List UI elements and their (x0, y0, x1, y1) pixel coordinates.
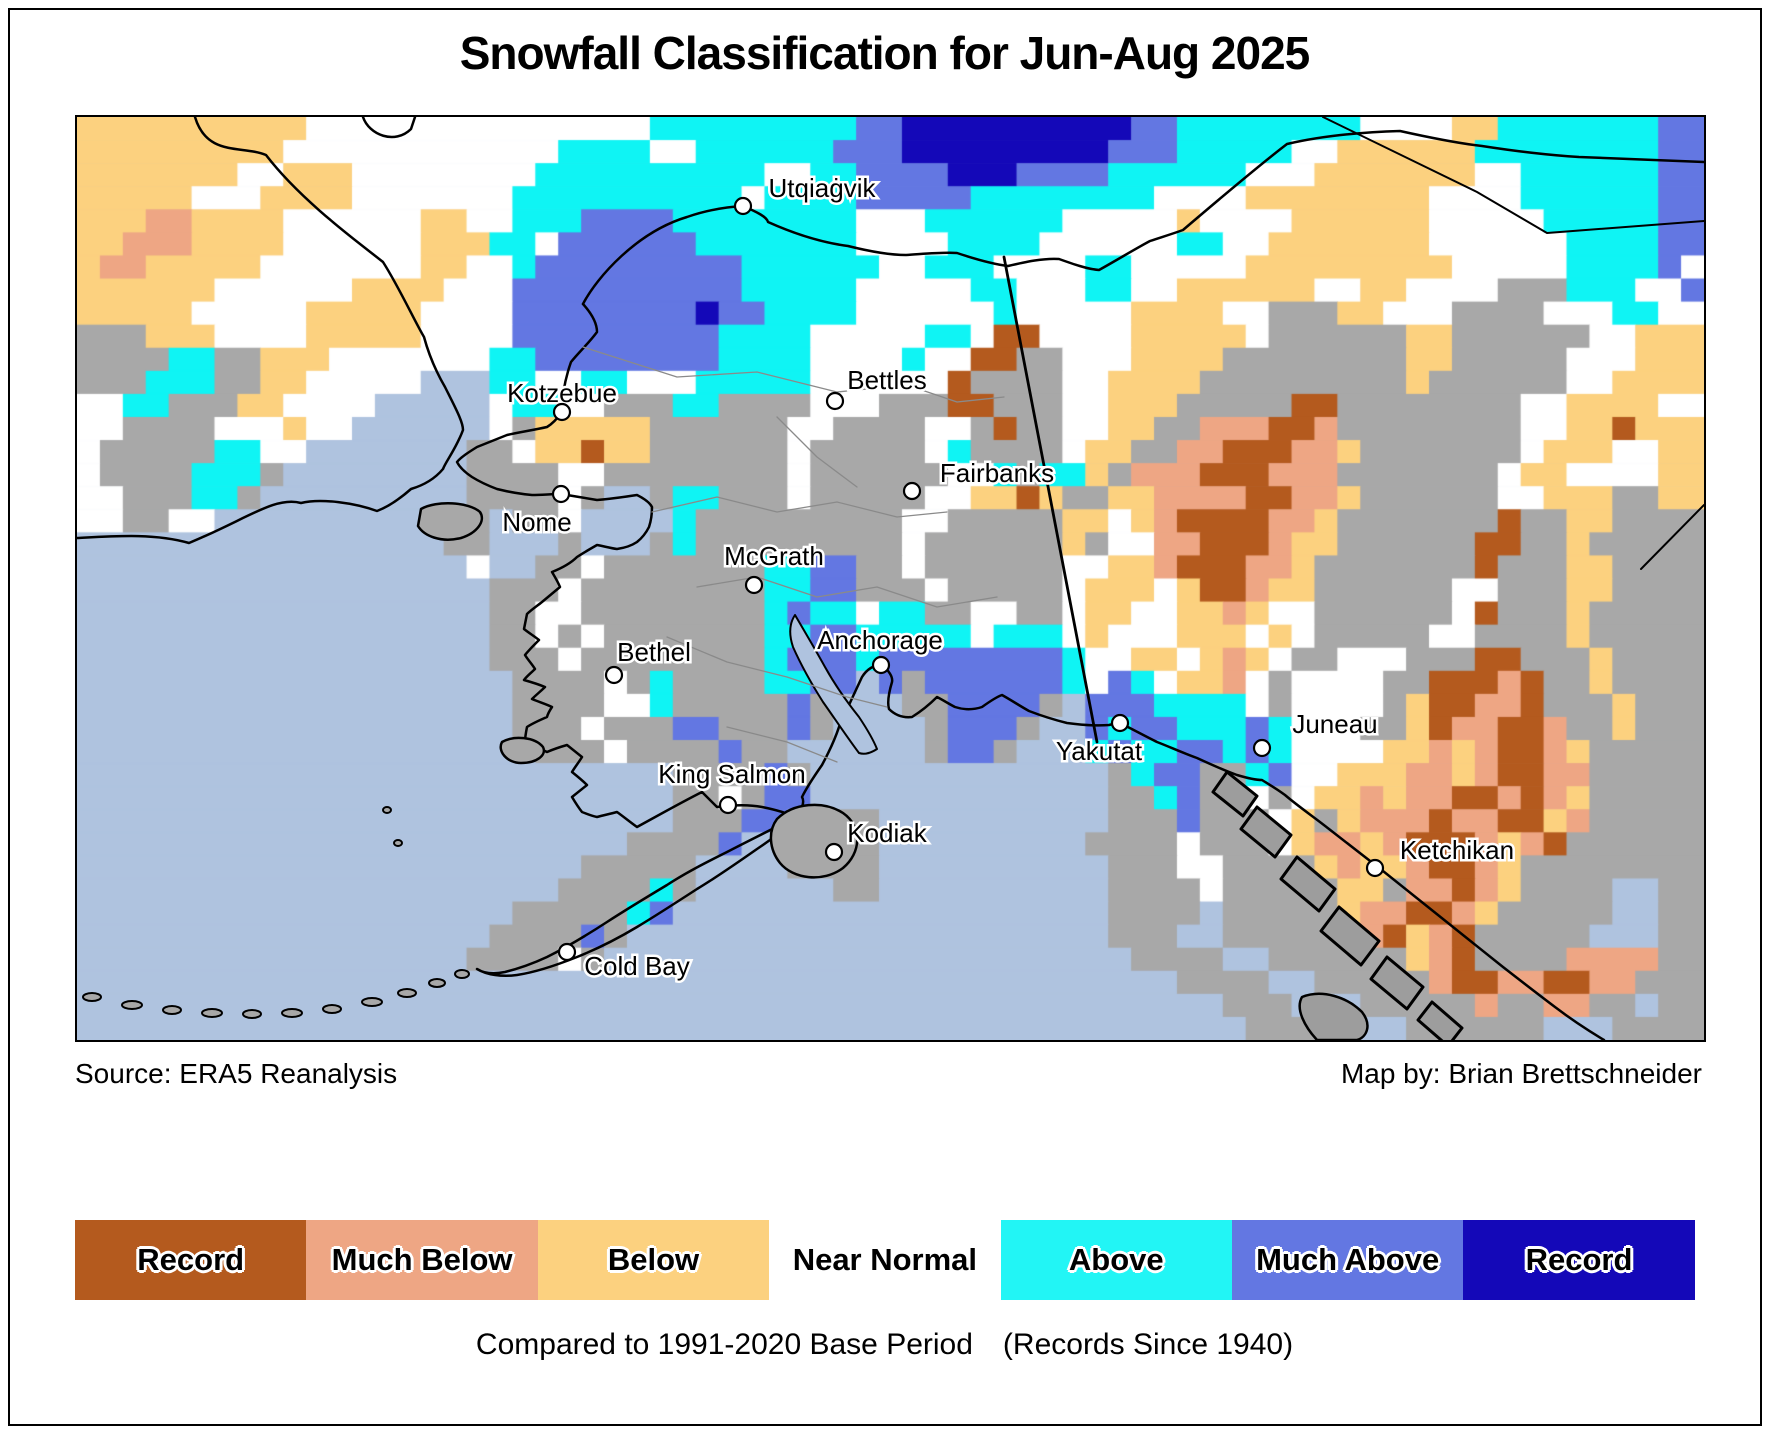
city-marker-yakutat (1110, 713, 1130, 733)
aleutian-islet (82, 992, 102, 1002)
legend-item-record: Record (75, 1220, 307, 1300)
city-marker-ketchikan (1365, 858, 1385, 878)
aleutian-islet (162, 1005, 182, 1015)
city-label-yakutat: Yakutat (1056, 736, 1143, 766)
legend-item-near-normal: Near Normal (769, 1220, 1000, 1300)
caption-base-period: Compared to 1991-2020 Base Period (475, 1328, 973, 1361)
alaska-west-south-coast (455, 302, 1606, 1040)
city-marker-king-salmon (718, 795, 738, 815)
city-label-bethel: Bethel (617, 637, 691, 667)
city-marker-anchorage (871, 655, 891, 675)
page-title: Snowfall Classification for Jun-Aug 2025 (459, 27, 1311, 79)
borough-line-6 (776, 416, 858, 488)
source-text: Source: ERA5 Reanalysis (75, 1058, 398, 1089)
legend-label: Record (137, 1242, 245, 1277)
pribilof-islet (382, 806, 392, 814)
credit-text: Map by: Brian Brettschneider (1340, 1058, 1702, 1089)
city-label-king-salmon: King Salmon (658, 759, 805, 789)
city-label-mcgrath: McGrath (724, 541, 824, 571)
legend-label: Below (607, 1242, 700, 1277)
caption-records: (Records Since 1940) (1002, 1328, 1294, 1361)
borough-line-2 (651, 496, 948, 518)
st-lawrence-island (416, 502, 484, 541)
prince-of-wales-island (1319, 905, 1381, 967)
city-marker-cold-bay (557, 942, 577, 962)
outer-frame (8, 8, 1762, 1426)
city-label-ketchikan: Ketchikan (1400, 835, 1514, 865)
border-yukon-nwt (1322, 117, 1704, 234)
city-label-juneau: Juneau (1292, 709, 1377, 739)
legend-label: Record (1525, 1242, 1633, 1277)
nunivak-island (499, 736, 546, 765)
dall-island (1416, 1000, 1464, 1040)
city-marker-bettles (825, 391, 845, 411)
city-label-anchorage: Anchorage (817, 625, 943, 655)
city-marker-mcgrath (744, 575, 764, 595)
aleutian-islet (428, 978, 446, 988)
aleutian-islet (397, 988, 417, 998)
legend-label: Near Normal (792, 1242, 978, 1277)
border-141w (1002, 255, 1099, 744)
city-marker-kodiak (824, 842, 844, 862)
borough-line-3 (696, 576, 998, 608)
alaska-arctic-coast (581, 129, 1704, 306)
aleutian-islet (361, 997, 383, 1007)
city-marker-utqia-vik (733, 196, 753, 216)
map: Utqiaġvik Kotzebue Bettles Fairbanks Nome McG… (75, 115, 1706, 1042)
legend-item-below: Below (537, 1220, 770, 1300)
legend-item-above: Above (1000, 1220, 1232, 1300)
legend: Record Much Below Below Near Normal Above Muc… (75, 1220, 1695, 1300)
city-label-fairbanks: Fairbanks (940, 458, 1054, 488)
city-label-bettles: Bettles (847, 365, 927, 395)
city-marker-fairbanks (902, 481, 922, 501)
borough-line-5 (726, 726, 838, 763)
city-marker-bethel (604, 665, 624, 685)
legend-item-much-below: Much Below (306, 1220, 538, 1300)
borough-line-4 (666, 636, 888, 708)
legend-label: Above (1068, 1242, 1164, 1277)
aleutian-islet (121, 1000, 143, 1010)
pribilof-islet (393, 839, 403, 847)
city-marker-juneau (1252, 738, 1272, 758)
chichagof-island (1211, 770, 1259, 818)
haida-gwaii-island (1298, 992, 1369, 1040)
legend-item-much-above: Much Above (1231, 1220, 1464, 1300)
cook-inlet-water (789, 614, 878, 755)
baranof-island (1279, 855, 1337, 913)
legend-label: Much Above (1256, 1242, 1440, 1277)
caption: Compared to 1991-2020 Base Period (Recor… (0, 1328, 1769, 1362)
aleutian-islet (201, 1008, 223, 1018)
city-label-kodiak: Kodiak (847, 818, 927, 848)
aleutian-islet (454, 969, 470, 979)
kodiak-island (769, 803, 859, 879)
legend-item-record: Record (1463, 1220, 1695, 1300)
city-label-utqia-vik: Utqiaġvik (769, 173, 877, 203)
russia-coast-bump (361, 117, 417, 139)
revillagigedo-island (1369, 955, 1425, 1011)
aleutian-islet (242, 1009, 262, 1019)
borough-line-1 (582, 346, 1005, 403)
aleutian-islet (281, 1008, 303, 1018)
snowfall-classification-grid (77, 117, 1704, 1040)
russia-coast (77, 117, 465, 545)
admiralty-island (1239, 805, 1293, 859)
legend-label: Much Below (331, 1242, 513, 1277)
city-label-nome: Nome (502, 507, 571, 537)
aleutian-islet (322, 1004, 342, 1014)
city-marker-kotzebue (552, 402, 572, 422)
city-marker-nome (551, 484, 571, 504)
city-label-cold-bay: Cold Bay (584, 951, 690, 981)
border-bc (1640, 504, 1704, 570)
